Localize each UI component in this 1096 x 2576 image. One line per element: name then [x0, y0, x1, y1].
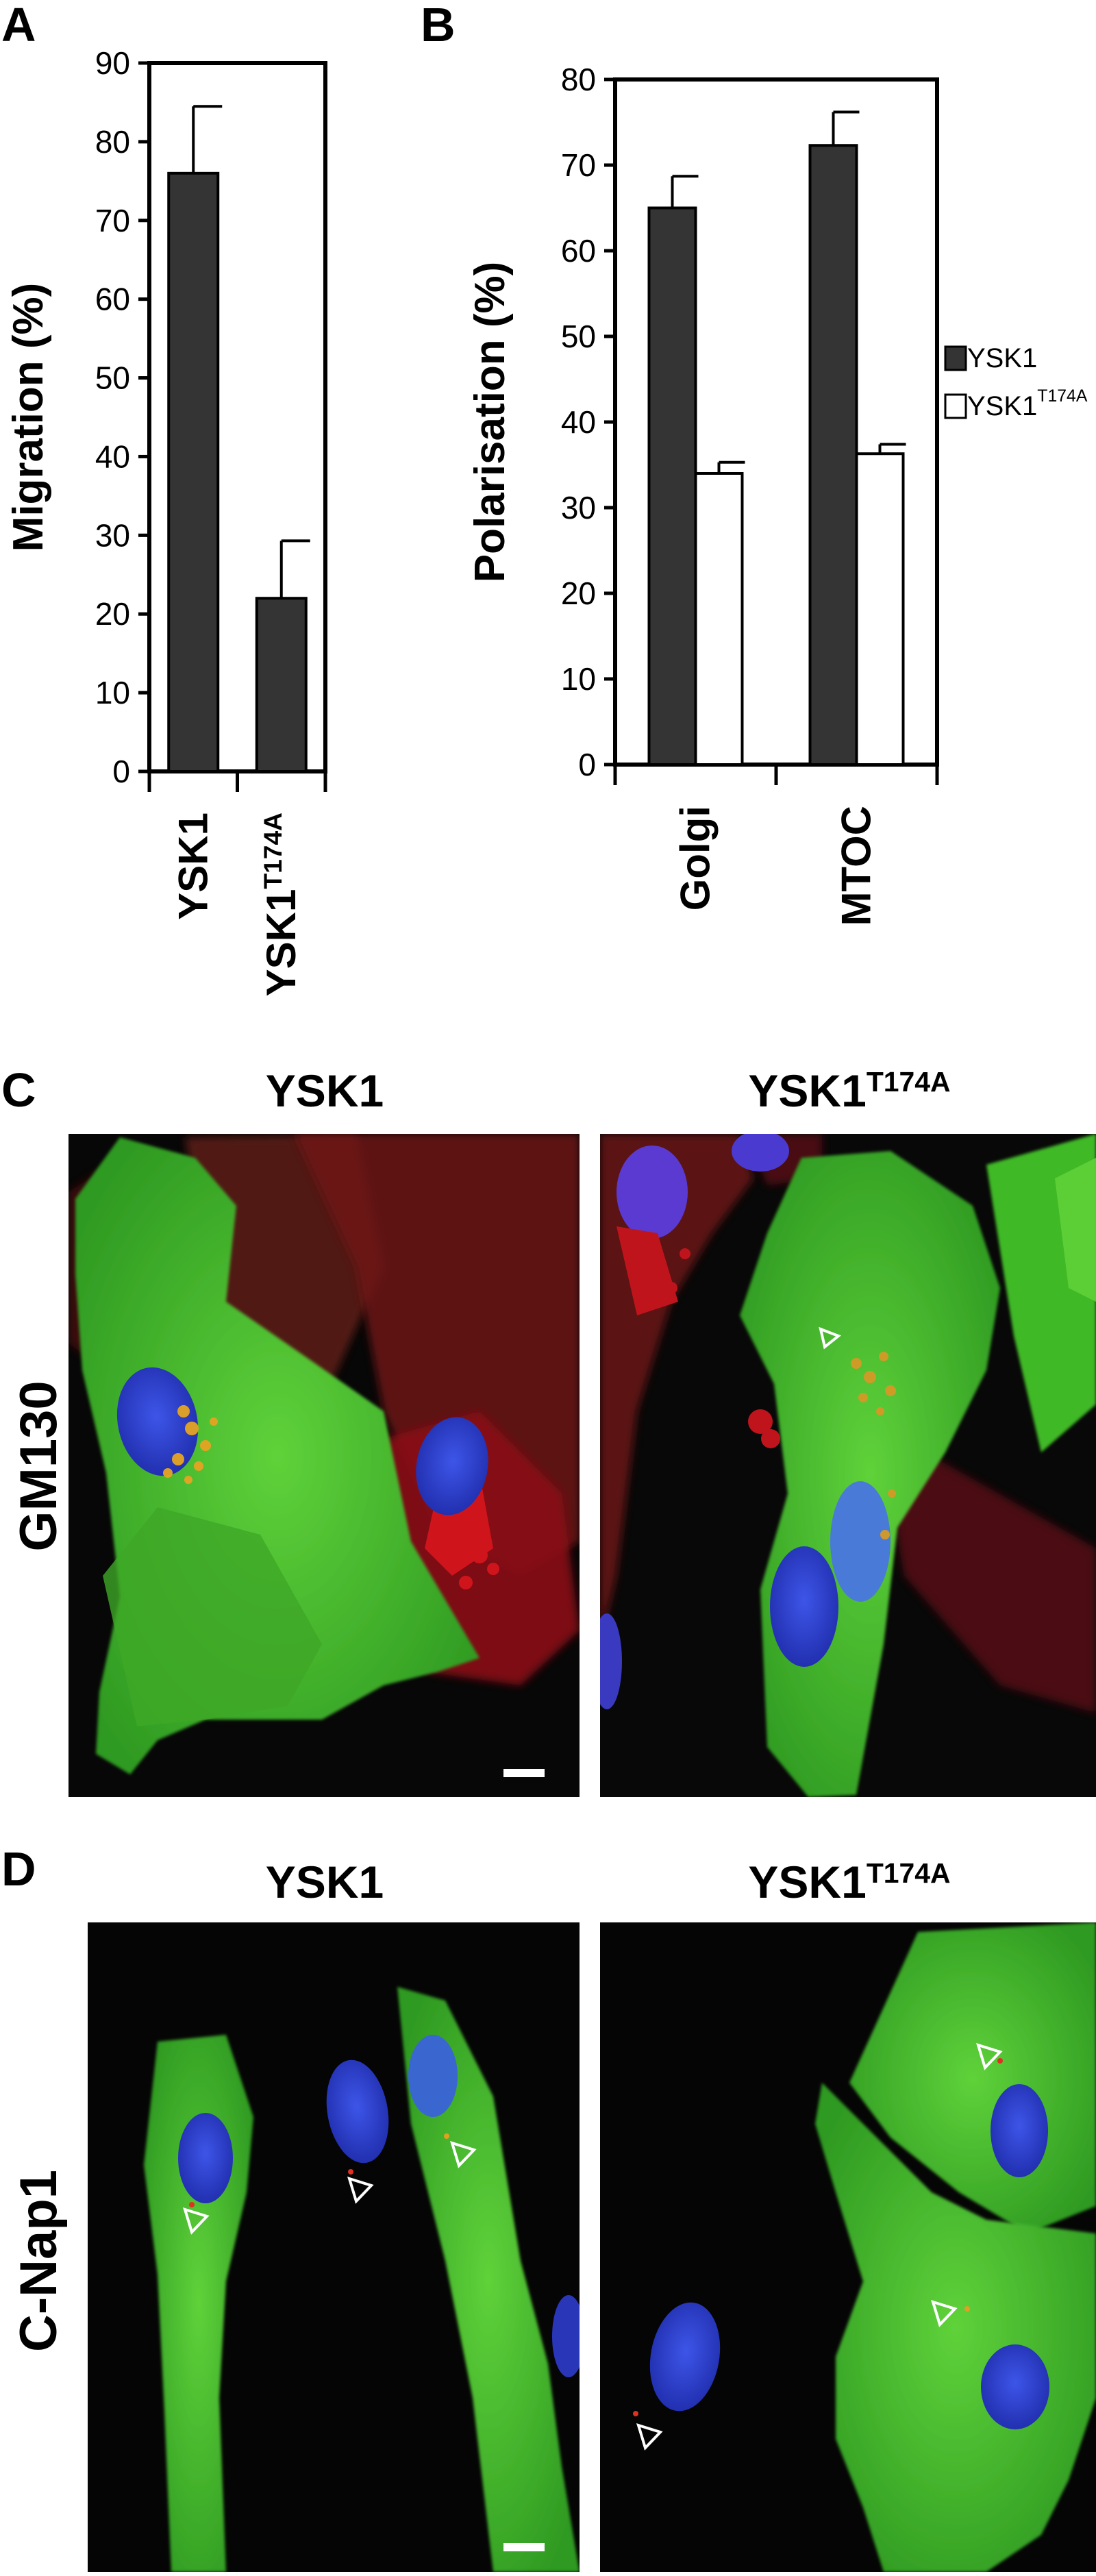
y-axis-title: Migration (%) [5, 283, 52, 552]
micrograph-c-ysk1 [68, 1134, 580, 1797]
y-tick-label: 70 [561, 147, 596, 183]
panel-d-column-header-left: YSK1 [266, 1857, 384, 1907]
bar [647, 206, 697, 766]
y-tick-label: 80 [561, 62, 596, 97]
y-tick-label: 50 [95, 360, 130, 396]
chart-a: 0 10 20 30 40 50 60 70 80 90 YSK1 YSK1T174A Migratio… [5, 45, 327, 996]
y-tick-label: 60 [95, 282, 130, 317]
panel-a: A 0 10 20 30 40 50 60 70 80 90 YSK1 YSK1T174A Migrat… [1, 0, 327, 996]
panel-letter-c: C [1, 1063, 36, 1117]
panel-c: C YSK1 YSK1T174A GM130 [1, 1063, 1096, 1797]
y-tick-label: 90 [95, 45, 130, 81]
panel-d-column-header-right: YSK1T174A [748, 1857, 950, 1907]
legend-swatch [944, 393, 967, 419]
arrowhead-marker [930, 2299, 958, 2327]
y-tick-label: 40 [95, 438, 130, 474]
y-tick-label: 40 [561, 404, 596, 440]
bar [255, 597, 308, 773]
arrowhead-marker [182, 2207, 210, 2235]
arrowhead-marker [975, 2042, 1003, 2070]
micrograph-c-ysk1-t174a [600, 1134, 1096, 1797]
y-tick-label: 20 [561, 575, 596, 611]
panel-d-row-label: C-Nap1 [10, 2170, 68, 2352]
arrowhead-marker [819, 1326, 841, 1350]
chart-b: 0 10 20 30 40 50 60 70 80 Golgi MTOC Polarisation (… [466, 62, 1088, 926]
bar [808, 144, 858, 766]
legend-label: YSK1T174A [967, 387, 1088, 421]
scale-bar [503, 1769, 545, 1777]
scale-bar [503, 2543, 545, 2551]
arrowhead-marker [347, 2176, 374, 2204]
micrograph-d-ysk1 [88, 1922, 580, 2572]
panel-letter-b: B [421, 0, 456, 51]
legend-swatch [944, 345, 967, 371]
y-tick-label: 0 [578, 747, 596, 782]
bar [855, 452, 905, 766]
panel-c-row-label: GM130 [10, 1380, 68, 1551]
panel-c-column-header-right: YSK1T174A [748, 1065, 950, 1116]
legend: YSK1 YSK1T174A [944, 343, 1088, 421]
panel-letter-d: D [1, 1842, 36, 1896]
panel-d: D YSK1 YSK1T174A C-Nap1 [1, 1842, 1096, 2572]
x-category-label: MTOC [834, 806, 880, 926]
panel-c-column-header-left: YSK1 [266, 1065, 384, 1116]
y-tick-label: 50 [561, 319, 596, 354]
x-category-label: YSK1T174A [258, 813, 304, 996]
bar [694, 472, 744, 766]
panel-letter-a: A [1, 0, 36, 51]
y-tick-label: 20 [95, 596, 130, 632]
x-category-label: YSK1 [170, 813, 216, 920]
bar [167, 171, 220, 773]
y-tick-label: 30 [561, 490, 596, 525]
arrowhead-marker [636, 2423, 663, 2451]
y-axis-title: Polarisation (%) [466, 262, 514, 583]
y-tick-label: 80 [95, 124, 130, 160]
y-tick-label: 0 [112, 754, 130, 789]
y-tick-label: 60 [561, 233, 596, 269]
x-category-label: Golgi [673, 806, 719, 911]
legend-label: YSK1 [967, 343, 1037, 373]
y-tick-label: 10 [561, 661, 596, 697]
y-tick-label: 30 [95, 517, 130, 553]
y-tick-label: 70 [95, 203, 130, 238]
panel-b: B 0 10 20 30 40 50 60 70 80 Golgi MTOC Polarisation… [421, 0, 1088, 926]
arrowhead-marker [449, 2140, 477, 2168]
micrograph-d-ysk1-t174a [600, 1922, 1096, 2572]
y-tick-label: 10 [95, 675, 130, 710]
